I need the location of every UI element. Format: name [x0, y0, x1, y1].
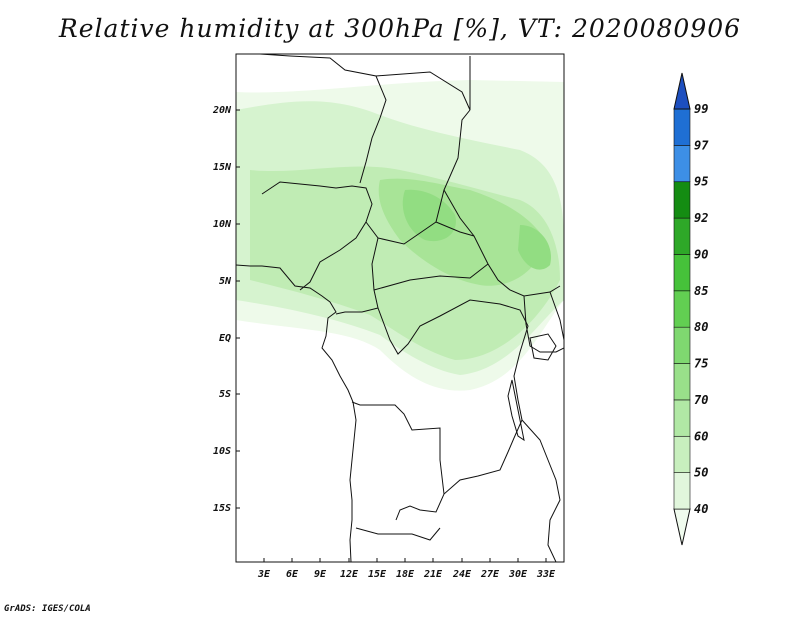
lon-label: 6E — [286, 569, 299, 580]
border-cameroon — [335, 221, 379, 315]
lon-label: 33E — [536, 569, 556, 580]
lat-label: 10S — [213, 446, 231, 457]
border-angola — [351, 401, 445, 541]
colorbar: 40 50 60 70 75 80 85 90 92 95 97 99 — [673, 72, 709, 546]
colorbar-segment — [673, 326, 691, 364]
longitude-axis: 3E 6E 9E 12E 15E 18E 21E 24E 27E 30E 33E — [257, 569, 556, 580]
lon-label: 12E — [340, 569, 359, 580]
colorbar-label: 95 — [694, 175, 708, 189]
border-sudan — [443, 109, 561, 297]
map-frame — [235, 53, 565, 563]
colorbar-label: 92 — [694, 211, 708, 225]
country-borders — [236, 54, 564, 562]
colorbar-segment — [673, 145, 691, 183]
colorbar-label: 85 — [694, 284, 708, 298]
border-zambia-tanzania — [521, 419, 561, 562]
colorbar-label: 80 — [694, 320, 708, 334]
border-niger-chad — [259, 54, 387, 184]
colorbar-segment — [673, 399, 691, 437]
lon-label: 15E — [368, 569, 387, 580]
humidity-band-75 — [402, 189, 456, 242]
colorbar-segment — [673, 254, 691, 292]
map-title: Relative humidity at 300hPa [%], VT: 202… — [58, 14, 742, 43]
border-libya — [375, 56, 471, 111]
lon-label: 24E — [452, 569, 472, 580]
lat-label: 5N — [219, 276, 232, 287]
lon-label: 18E — [396, 569, 415, 580]
coastline-west-africa — [236, 264, 357, 562]
colorbar-label: 99 — [694, 102, 708, 116]
colorbar-segment — [673, 181, 691, 219]
longitude-ticks — [263, 558, 547, 562]
border-car — [373, 189, 489, 291]
colorbar-label: 40 — [694, 502, 708, 516]
colorbar-label: 90 — [694, 247, 708, 261]
colorbar-segment — [673, 290, 691, 328]
latitude-ticks — [236, 109, 240, 509]
border-nigeria — [261, 181, 373, 291]
border-drc — [377, 299, 529, 521]
colorbar-label: 60 — [694, 429, 708, 443]
humidity-band-75b — [518, 225, 551, 270]
lat-label: EQ — [219, 333, 231, 344]
lat-label: 10N — [213, 219, 232, 230]
lon-label: 30E — [508, 569, 528, 580]
credit-text: GrADS: IGES/COLA — [4, 604, 91, 614]
colorbar-label: 50 — [694, 466, 708, 480]
colorbar-segment — [673, 108, 691, 146]
lon-label: 21E — [423, 569, 443, 580]
colorbar-segment — [673, 363, 691, 401]
colorbar-bottom-triangle — [673, 508, 691, 546]
colorbar-top-triangle — [673, 72, 691, 110]
latitude-axis: 20N 15N 10N 5N EQ 5S 10S 15S — [212, 105, 232, 514]
colorbar-label: 75 — [694, 357, 708, 371]
colorbar-segment — [673, 217, 691, 255]
lat-label: 15N — [213, 162, 232, 173]
lat-label: 5S — [219, 389, 231, 400]
lon-label: 9E — [314, 569, 327, 580]
lake-tanganyika — [507, 379, 525, 442]
colorbar-label: 97 — [694, 138, 709, 152]
lon-label: 27E — [480, 569, 500, 580]
lake-victoria — [529, 333, 557, 361]
border-east-africa — [523, 291, 564, 353]
humidity-field — [236, 80, 564, 391]
colorbar-label: 70 — [694, 393, 708, 407]
colorbar-segment — [673, 472, 691, 510]
lat-label: 20N — [212, 105, 232, 116]
lat-label: 15S — [213, 503, 231, 514]
colorbar-segment — [673, 435, 691, 473]
lon-label: 3E — [257, 569, 271, 580]
